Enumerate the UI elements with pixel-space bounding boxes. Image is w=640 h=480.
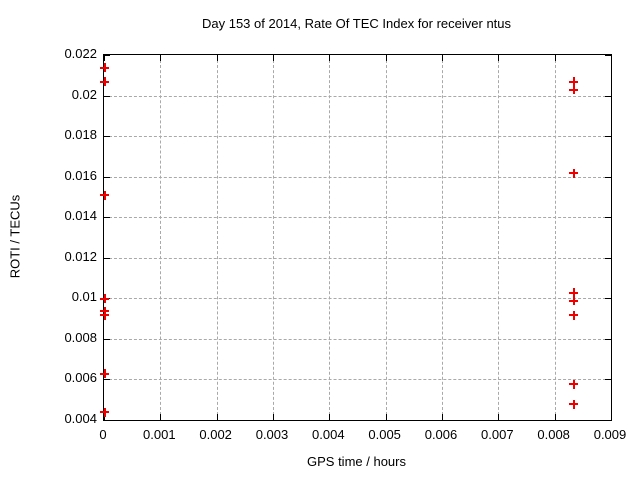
data-point-marker (569, 379, 579, 389)
gridline-vertical (385, 55, 387, 420)
gridline-vertical (498, 55, 500, 420)
gridline-vertical (160, 55, 162, 420)
data-point-marker (100, 190, 109, 200)
y-axis-title: ROTI / TECUs (7, 194, 23, 279)
data-point-marker (569, 399, 579, 409)
y-tick-label: 0.004 (64, 411, 97, 426)
data-point-marker (100, 63, 109, 73)
data-point-marker (569, 77, 579, 87)
x-tick-bottom (498, 414, 500, 420)
y-tick-left (104, 176, 110, 178)
y-tick-right (605, 338, 611, 340)
y-tick-label: 0.016 (64, 167, 97, 183)
gridline-horizontal (104, 95, 611, 97)
x-tick-bottom (216, 414, 218, 420)
x-tick-label: 0.005 (368, 427, 401, 442)
x-tick-bottom (554, 414, 556, 420)
y-tick-left (104, 136, 110, 138)
x-tick-label: 0.002 (199, 427, 232, 442)
gridline-horizontal (104, 298, 611, 300)
gridline-horizontal (104, 257, 611, 259)
x-tick-top (216, 55, 218, 61)
gridline-vertical (216, 55, 218, 420)
data-point-marker (569, 85, 579, 95)
y-tick-right (605, 217, 611, 219)
x-tick-bottom (273, 414, 274, 420)
x-tick-top (385, 55, 387, 61)
x-tick-bottom (442, 414, 443, 420)
data-point-marker (100, 369, 109, 379)
y-tick-label: 0.012 (64, 248, 97, 264)
x-tick-bottom (104, 414, 105, 420)
y-tick-right (605, 379, 611, 381)
y-tick-left (104, 95, 110, 97)
x-tick-top (273, 55, 274, 61)
y-tick-right (605, 55, 611, 56)
x-tick-label: 0 (99, 427, 107, 442)
y-tick-label: 0.022 (64, 46, 97, 61)
plot-area (100, 54, 612, 421)
data-point-marker (100, 77, 109, 87)
x-tick-top (554, 55, 556, 61)
x-tick-label: 0.006 (424, 427, 458, 442)
y-tick-label: 0.01 (71, 289, 97, 305)
y-tick-right (605, 95, 611, 97)
x-tick-label: 0.004 (312, 427, 345, 442)
y-tick-left (104, 338, 110, 340)
gridline-vertical (442, 55, 443, 420)
x-tick-top (329, 55, 331, 61)
y-tick-right (605, 420, 611, 421)
gridline-vertical (554, 55, 556, 420)
x-tick-bottom (329, 414, 331, 420)
gridline-vertical (273, 55, 274, 420)
data-point-marker (569, 310, 579, 320)
x-tick-label: 0.003 (255, 427, 289, 442)
data-point-marker (569, 168, 579, 178)
gridline-horizontal (104, 338, 611, 340)
x-tick-label: 0.001 (143, 427, 176, 442)
y-tick-label: 0.006 (64, 370, 97, 386)
y-tick-label: 0.02 (71, 86, 97, 102)
data-point-marker (569, 288, 579, 298)
y-tick-left (104, 420, 110, 421)
gridline-horizontal (104, 176, 611, 178)
x-tick-bottom (385, 414, 387, 420)
y-tick-left (104, 379, 110, 381)
y-tick-left (104, 257, 110, 259)
x-tick-bottom (611, 414, 612, 420)
x-tick-label: 0.007 (481, 427, 514, 442)
gridline-vertical (329, 55, 331, 420)
data-point-marker (569, 296, 579, 306)
x-axis-title: GPS time / hours (307, 454, 406, 469)
y-tick-label: 0.014 (64, 208, 97, 224)
data-point-marker (100, 294, 109, 304)
y-tick-left (104, 55, 110, 56)
y-tick-label: 0.008 (64, 329, 97, 345)
data-point-marker (100, 407, 109, 417)
y-tick-right (605, 257, 611, 259)
y-tick-left (104, 217, 110, 219)
x-tick-bottom (160, 414, 162, 420)
y-tick-right (605, 176, 611, 178)
gridline-horizontal (104, 217, 611, 219)
y-tick-right (605, 298, 611, 300)
x-tick-top (498, 55, 500, 61)
gridline-horizontal (104, 136, 611, 138)
x-tick-top (160, 55, 162, 61)
x-tick-top (611, 55, 612, 61)
x-tick-label: 0.008 (537, 427, 570, 442)
y-tick-label: 0.018 (64, 127, 97, 143)
chart-title: Day 153 of 2014, Rate Of TEC Index for r… (201, 16, 512, 31)
x-tick-label: 0.009 (593, 427, 627, 442)
gridline-horizontal (104, 379, 611, 381)
y-tick-right (605, 136, 611, 138)
x-tick-top (442, 55, 443, 61)
data-point-marker (100, 310, 109, 320)
x-tick-top (104, 55, 105, 61)
